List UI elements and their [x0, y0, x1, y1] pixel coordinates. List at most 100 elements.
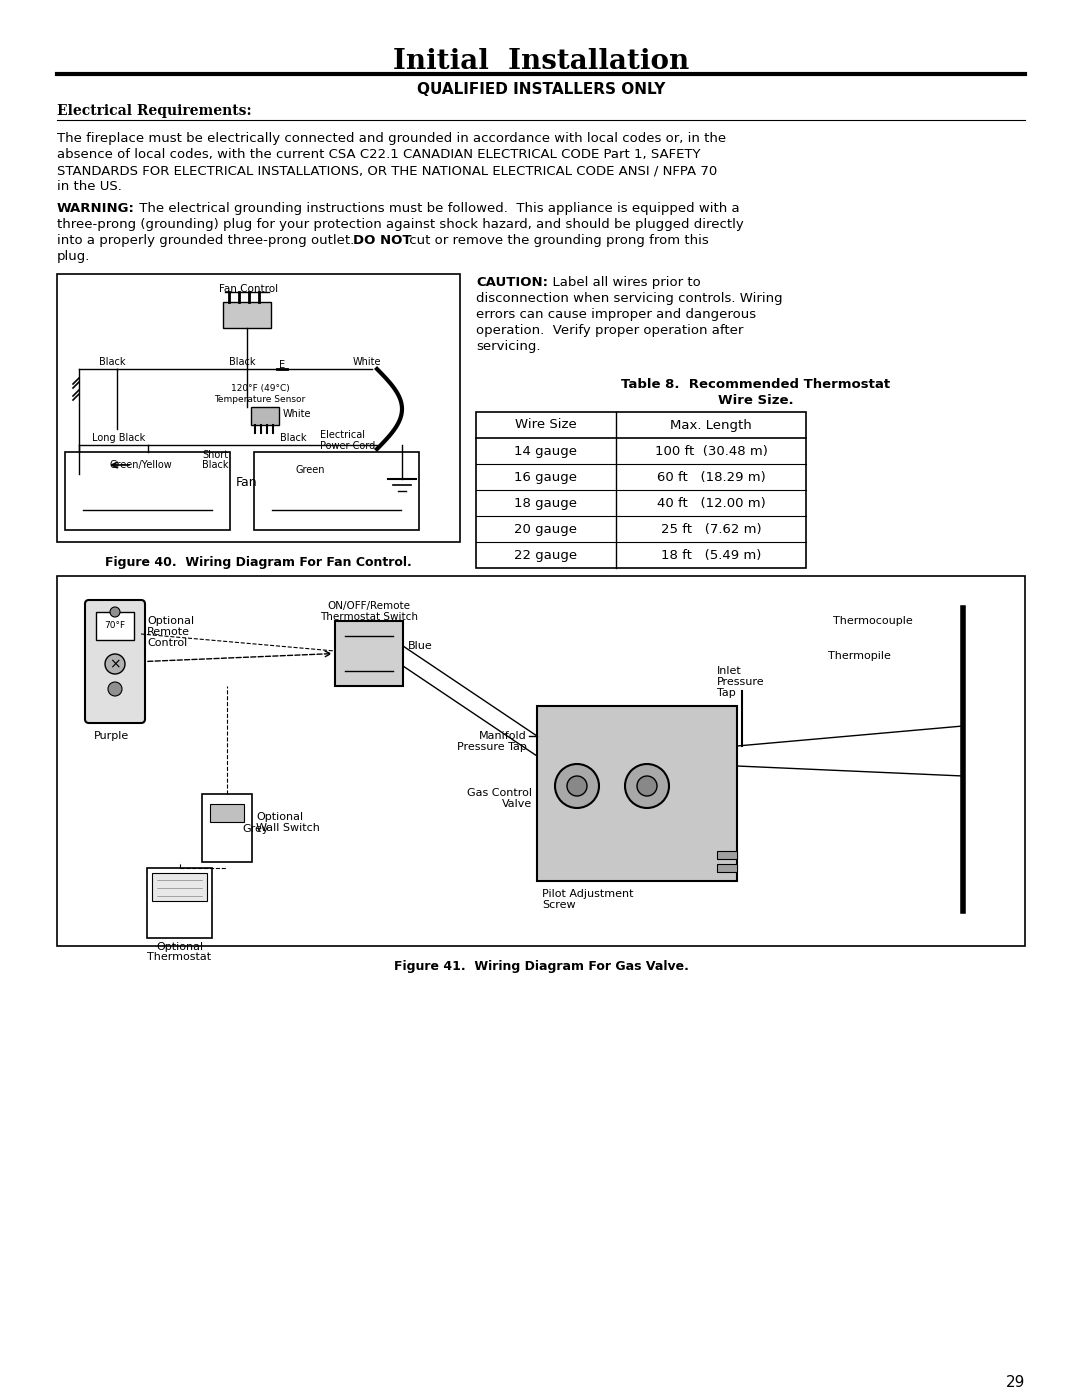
Bar — [57, 274, 460, 542]
Text: 40 ft   (12.00 m): 40 ft (12.00 m) — [657, 496, 766, 510]
Text: 14 gauge: 14 gauge — [514, 444, 578, 457]
Text: servicing.: servicing. — [476, 339, 540, 353]
Circle shape — [110, 608, 120, 617]
Text: Electrical: Electrical — [320, 430, 365, 440]
Text: Fan: Fan — [237, 476, 258, 489]
Text: ×: × — [109, 657, 121, 671]
Text: The electrical grounding instructions must be followed.  This appliance is equip: The electrical grounding instructions mu… — [135, 203, 740, 215]
Bar — [254, 453, 419, 529]
Text: Long Black: Long Black — [92, 433, 145, 443]
Text: Optional: Optional — [147, 616, 194, 626]
Text: WARNING:: WARNING: — [57, 203, 135, 215]
Bar — [251, 407, 279, 425]
Text: QUALIFIED INSTALLERS ONLY: QUALIFIED INSTALLERS ONLY — [417, 82, 665, 96]
Text: Figure 41.  Wiring Diagram For Gas Valve.: Figure 41. Wiring Diagram For Gas Valve. — [393, 960, 688, 972]
Text: Black: Black — [280, 433, 307, 443]
Text: 18 ft   (5.49 m): 18 ft (5.49 m) — [661, 549, 761, 562]
Text: 70°F: 70°F — [105, 622, 125, 630]
Text: Optional: Optional — [256, 812, 303, 821]
Bar — [210, 805, 244, 821]
Text: The fireplace must be electrically connected and grounded in accordance with loc: The fireplace must be electrically conne… — [57, 131, 726, 145]
Text: Grey: Grey — [242, 824, 269, 834]
Text: E: E — [279, 360, 285, 370]
Bar — [202, 793, 252, 862]
Text: cut or remove the grounding prong from this: cut or remove the grounding prong from t… — [405, 235, 708, 247]
Text: Pressure: Pressure — [717, 678, 765, 687]
Bar — [152, 873, 207, 901]
Text: Screw: Screw — [542, 900, 576, 909]
Bar — [57, 576, 1025, 946]
Text: 100 ft  (30.48 m): 100 ft (30.48 m) — [654, 444, 768, 457]
Text: Pressure Tap: Pressure Tap — [457, 742, 527, 752]
Text: Blue: Blue — [408, 641, 433, 651]
Text: Black: Black — [98, 358, 125, 367]
Text: 22 gauge: 22 gauge — [514, 549, 578, 562]
Text: 25 ft   (7.62 m): 25 ft (7.62 m) — [661, 522, 761, 535]
Circle shape — [625, 764, 669, 807]
Text: Tap: Tap — [717, 687, 735, 698]
Text: 18 gauge: 18 gauge — [514, 496, 578, 510]
Circle shape — [108, 682, 122, 696]
Text: in the US.: in the US. — [57, 180, 122, 193]
Text: into a properly grounded three-prong outlet.: into a properly grounded three-prong out… — [57, 235, 359, 247]
Text: Green/Yellow: Green/Yellow — [109, 460, 172, 469]
Text: 29: 29 — [1005, 1375, 1025, 1390]
Bar — [537, 705, 737, 882]
Bar — [96, 612, 134, 640]
Text: 16 gauge: 16 gauge — [514, 471, 578, 483]
Text: Temperature Sensor: Temperature Sensor — [214, 395, 306, 404]
Text: 120°F (49°C): 120°F (49°C) — [231, 384, 289, 393]
Text: Black: Black — [229, 358, 255, 367]
Text: Remote: Remote — [147, 627, 190, 637]
Circle shape — [567, 775, 588, 796]
Circle shape — [555, 764, 599, 807]
Text: Control: Control — [147, 638, 187, 648]
Text: White: White — [283, 409, 311, 419]
Text: Figure 40.  Wiring Diagram For Fan Control.: Figure 40. Wiring Diagram For Fan Contro… — [105, 556, 411, 569]
Text: White: White — [353, 358, 381, 367]
Text: Gas Control: Gas Control — [467, 788, 532, 798]
Text: Inlet: Inlet — [717, 666, 742, 676]
Text: Electrical Requirements:: Electrical Requirements: — [57, 103, 252, 117]
Text: Max. Length: Max. Length — [670, 419, 752, 432]
Text: Table 8.  Recommended Thermostat: Table 8. Recommended Thermostat — [621, 379, 891, 391]
Text: disconnection when servicing controls. Wiring: disconnection when servicing controls. W… — [476, 292, 783, 305]
Text: STANDARDS FOR ELECTRICAL INSTALLATIONS, OR THE NATIONAL ELECTRICAL CODE ANSI / N: STANDARDS FOR ELECTRICAL INSTALLATIONS, … — [57, 163, 717, 177]
Bar — [65, 453, 230, 529]
Circle shape — [637, 775, 657, 796]
Bar — [335, 622, 403, 686]
Text: DO NOT: DO NOT — [353, 235, 411, 247]
Text: operation.  Verify proper operation after: operation. Verify proper operation after — [476, 324, 743, 337]
Bar — [222, 302, 271, 328]
Bar — [147, 868, 212, 937]
Text: Black: Black — [202, 460, 229, 469]
FancyBboxPatch shape — [85, 599, 145, 724]
Text: Wire Size: Wire Size — [515, 419, 577, 432]
Text: 20 gauge: 20 gauge — [514, 522, 578, 535]
Text: Manifold: Manifold — [480, 731, 527, 740]
Bar — [476, 412, 806, 569]
Text: Short: Short — [202, 450, 228, 460]
Bar — [717, 851, 737, 859]
Text: three-prong (grounding) plug for your protection against shock hazard, and shoul: three-prong (grounding) plug for your pr… — [57, 218, 744, 231]
Text: Purple: Purple — [94, 731, 130, 740]
Text: errors can cause improper and dangerous: errors can cause improper and dangerous — [476, 307, 756, 321]
Text: ON/OFF/Remote: ON/OFF/Remote — [327, 601, 410, 610]
Text: absence of local codes, with the current CSA C22.1 CANADIAN ELECTRICAL CODE Part: absence of local codes, with the current… — [57, 148, 701, 161]
Text: Power Cord: Power Cord — [320, 441, 375, 451]
Text: Thermostat Switch: Thermostat Switch — [320, 612, 418, 622]
Text: CAUTION:: CAUTION: — [476, 277, 548, 289]
Text: Initial  Installation: Initial Installation — [393, 47, 689, 75]
Text: 60 ft   (18.29 m): 60 ft (18.29 m) — [657, 471, 766, 483]
Text: plug.: plug. — [57, 250, 91, 263]
Text: Fan Control: Fan Control — [219, 284, 279, 293]
Text: Optional: Optional — [156, 942, 203, 951]
Circle shape — [105, 654, 125, 673]
Text: Wire Size.: Wire Size. — [718, 394, 794, 407]
Text: Green: Green — [295, 465, 324, 475]
Text: Thermostat: Thermostat — [148, 951, 212, 963]
Text: Pilot Adjustment: Pilot Adjustment — [542, 888, 634, 900]
Text: Thermopile: Thermopile — [828, 651, 891, 661]
Text: Wall Switch: Wall Switch — [256, 823, 320, 833]
Bar — [717, 863, 737, 872]
